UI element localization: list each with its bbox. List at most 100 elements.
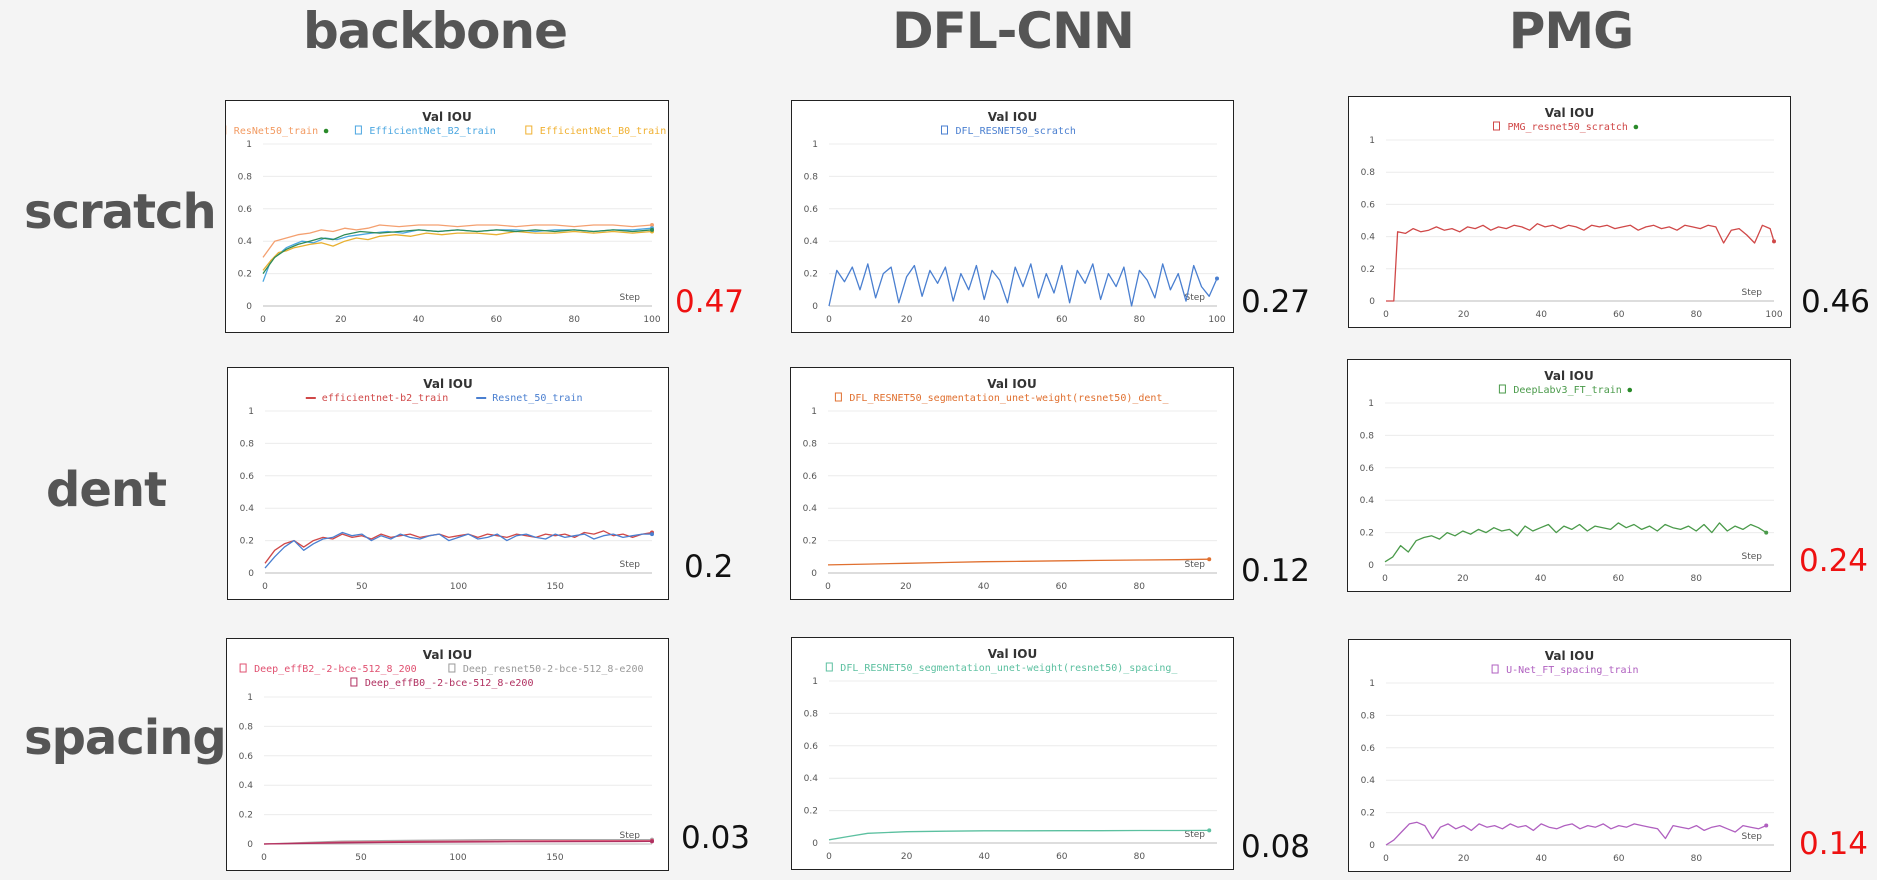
legend-label: DeepLabv3_FT_train — [1513, 385, 1621, 396]
x-tick-label: 150 — [547, 582, 564, 592]
x-tick-label: 60 — [1056, 852, 1068, 862]
x-tick-label: 20 — [900, 582, 912, 592]
x-tick-label: 80 — [1691, 854, 1703, 864]
y-tick-label: 0 — [248, 569, 254, 579]
y-tick-label: 0.4 — [239, 781, 254, 791]
series-line — [1385, 821, 1767, 846]
x-axis-label: Step — [1742, 552, 1763, 562]
legend-active-dot — [323, 128, 329, 134]
x-tick-label: 60 — [1613, 310, 1625, 320]
y-tick-label: 0.6 — [804, 742, 819, 752]
series-end-point — [650, 223, 654, 227]
x-tick-label: 100 — [1765, 310, 1782, 320]
chart-panel-backbone-dent: Val IOU efficientnet-b2_train Resnet_50_tr… — [227, 367, 669, 600]
x-axis-label: Step — [620, 560, 641, 570]
legend-label: Deep_effB2_-2-bce-512_8_200 — [254, 664, 417, 675]
x-tick-label: 80 — [1134, 315, 1146, 325]
x-axis-label: Step — [1185, 293, 1206, 303]
legend-label: DFL_RESNET50_segmentation_unet-weight(re… — [849, 393, 1169, 404]
y-tick-label: 0.2 — [1361, 809, 1375, 819]
y-tick-label: 1 — [1369, 679, 1375, 689]
y-tick-label: 0.4 — [1360, 496, 1375, 506]
y-tick-label: 0.4 — [804, 237, 819, 247]
y-tick-label: 0.2 — [803, 537, 817, 547]
y-tick-label: 1 — [247, 693, 253, 703]
chart-svg: Val IOU DeepLabv3_FT_train 0 0.2 0.4 0.6 0.8 1 0… — [1360, 369, 1774, 584]
chart-legend: DeepLabv3_FT_train — [1498, 384, 1633, 396]
score-backbone-dent: 0.2 — [684, 549, 734, 585]
y-tick-label: 1 — [1369, 136, 1375, 146]
x-tick-label: 0 — [1383, 310, 1389, 320]
x-tick-label: 20 — [1458, 854, 1470, 864]
x-tick-label: 80 — [1690, 574, 1702, 584]
y-tick-label: 0.2 — [240, 537, 254, 547]
chart-panel-dfl-scratch: Val IOU DFL_RESNET50_scratch 0 0.2 0.4 0.6 0.8… — [791, 100, 1234, 333]
x-tick-label: 0 — [260, 315, 266, 325]
x-tick-label: 150 — [546, 853, 563, 863]
chart-svg: Val IOU ResNet50_train EfficientNet_B2_tra… — [226, 110, 666, 325]
series-line — [264, 531, 652, 569]
x-tick-label: 60 — [1056, 582, 1068, 592]
chart-legend: DFL_RESNET50_segmentation_unet-weight(re… — [834, 392, 1169, 404]
y-tick-label: 0.2 — [804, 807, 818, 817]
chart-svg: Val IOU DFL_RESNET50_scratch 0 0.2 0.4 0.6 0.8… — [804, 110, 1226, 325]
x-tick-label: 40 — [978, 852, 990, 862]
legend-marker — [525, 125, 533, 135]
series-line — [828, 263, 1218, 307]
x-tick-label: 20 — [901, 852, 913, 862]
x-tick-label: 0 — [262, 582, 268, 592]
series-line — [262, 230, 653, 271]
x-tick-label: 40 — [1535, 574, 1547, 584]
x-tick-label: 0 — [261, 853, 267, 863]
x-tick-label: 0 — [826, 852, 832, 862]
chart-title: Val IOU — [423, 377, 472, 391]
chart-panel-backbone-spacing: Val IOU Deep_effB2_-2-bce-512_8_200 Deep_r… — [226, 638, 669, 871]
x-tick-label: 50 — [356, 582, 368, 592]
y-tick-label: 0.4 — [1361, 233, 1376, 243]
series-end-point — [1772, 239, 1776, 244]
y-tick-label: 1 — [812, 140, 818, 150]
legend-marker — [834, 392, 842, 402]
series-end-point — [1764, 530, 1769, 535]
legend-marker — [825, 662, 833, 672]
chart-title: Val IOU — [1545, 649, 1594, 663]
chart-title: Val IOU — [423, 648, 472, 662]
x-tick-label: 100 — [643, 315, 660, 325]
y-tick-label: 0.4 — [1361, 776, 1376, 786]
x-axis-label: Step — [1742, 288, 1763, 298]
x-axis-label: Step — [620, 293, 641, 303]
x-tick-label: 0 — [1383, 854, 1389, 864]
y-tick-label: 0 — [1369, 297, 1375, 307]
x-tick-label: 20 — [1457, 574, 1469, 584]
legend-marker — [1498, 384, 1506, 394]
series-line — [1384, 522, 1767, 563]
row-label-spacing: spacing — [24, 710, 227, 766]
score-backbone-scratch: 0.47 — [675, 284, 745, 320]
chart-legend: PMG_resnet50_scratch — [1493, 121, 1639, 133]
chart-legend: efficientnet-b2_train Resnet_50_train — [305, 393, 583, 404]
legend-active-dot — [1633, 124, 1639, 130]
series-line — [262, 224, 653, 258]
score-dfl-scratch: 0.27 — [1241, 284, 1311, 320]
y-tick-label: 0.4 — [238, 237, 253, 247]
chart-legend: U-Net_FT_spacing_train — [1491, 664, 1639, 676]
x-tick-label: 20 — [901, 315, 913, 325]
legend-marker — [350, 677, 358, 687]
y-tick-label: 0.4 — [804, 774, 819, 784]
y-tick-label: 0.6 — [1361, 200, 1376, 210]
x-tick-label: 40 — [1535, 310, 1547, 320]
series-line — [262, 229, 653, 274]
chart-panel-pmg-spacing: Val IOU U-Net_FT_spacing_train 0 0.2 0.4 0.6 0… — [1348, 639, 1791, 872]
chart-title: Val IOU — [422, 110, 471, 124]
series-line — [264, 530, 653, 564]
x-tick-label: 80 — [1134, 852, 1146, 862]
y-tick-label: 0.8 — [1361, 168, 1376, 178]
legend-marker — [448, 663, 456, 673]
chart-legend: Deep_effB2_-2-bce-512_8_200 Deep_resnet50… — [239, 663, 644, 689]
y-tick-label: 0.8 — [239, 722, 254, 732]
score-pmg-scratch: 0.46 — [1801, 284, 1871, 320]
score-backbone-spacing: 0.03 — [681, 820, 751, 856]
y-tick-label: 0.8 — [240, 439, 255, 449]
x-tick-label: 40 — [978, 315, 990, 325]
legend-label: U-Net_FT_spacing_train — [1506, 665, 1638, 676]
